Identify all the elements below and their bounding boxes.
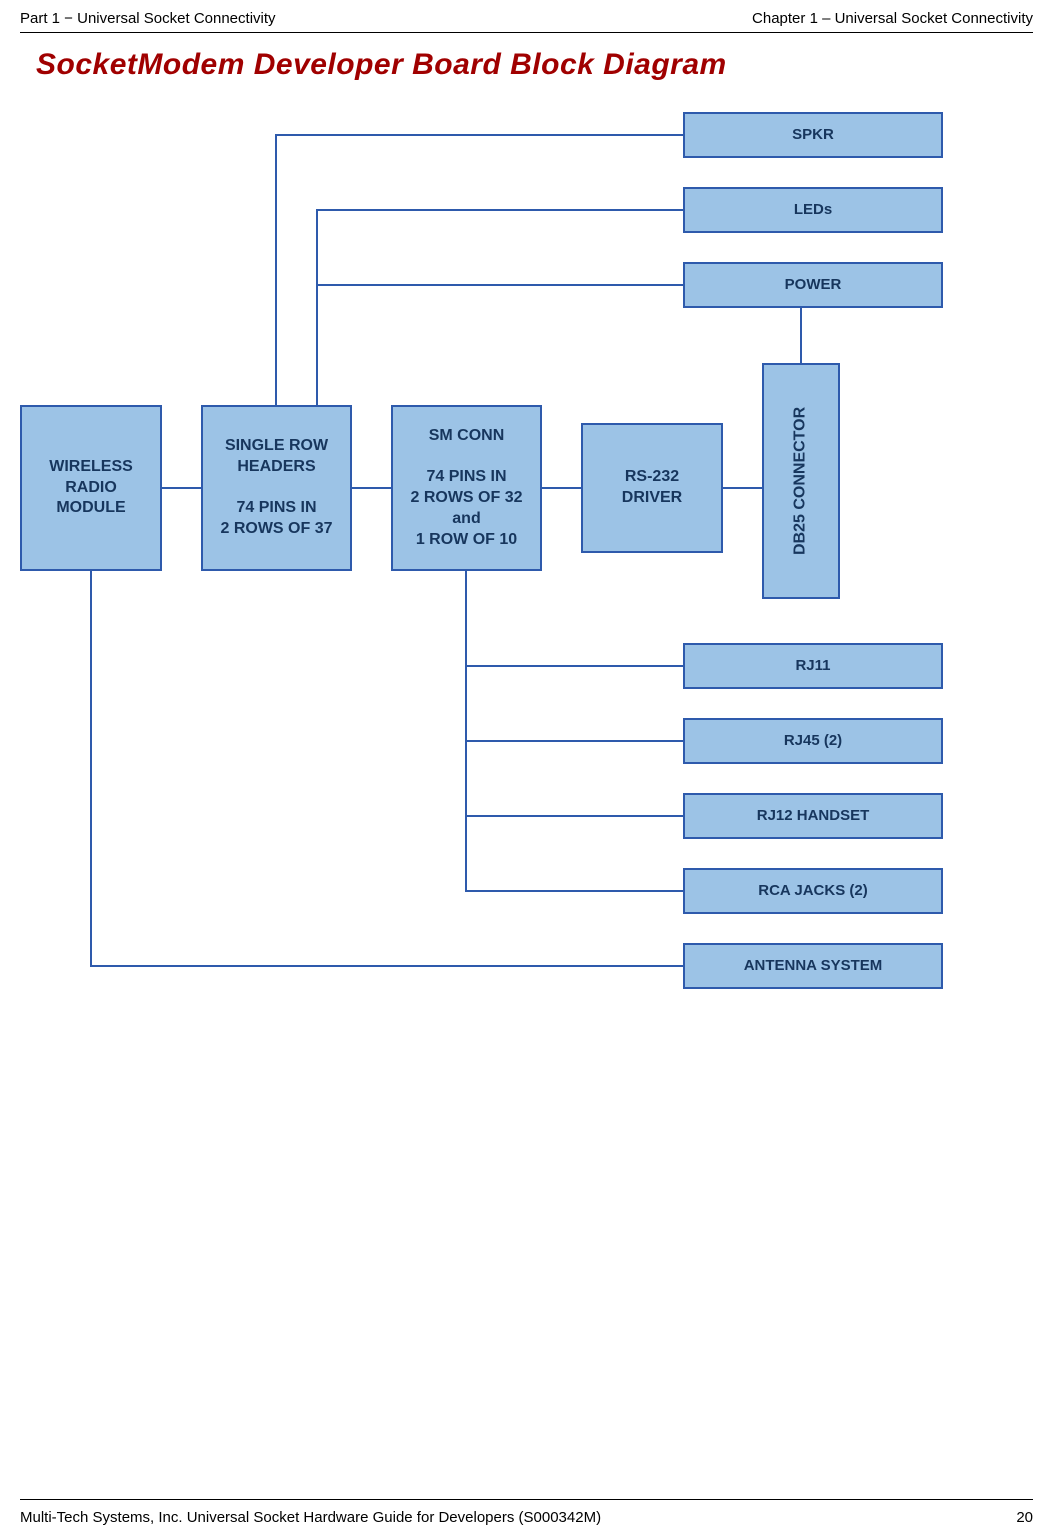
page-title: SocketModem Developer Board Block Diagra…	[36, 48, 727, 82]
block-db25: DB25 CONNECTOR	[762, 363, 840, 599]
block-spkr: SPKR	[683, 112, 943, 158]
block-leds: LEDs	[683, 187, 943, 233]
header-left: Part 1 − Universal Socket Connectivity	[20, 10, 276, 27]
header-right: Chapter 1 – Universal Socket Connectivit…	[752, 10, 1033, 27]
block-antenna: ANTENNA SYSTEM	[683, 943, 943, 989]
footer-rule	[20, 1499, 1033, 1500]
footer-right: 20	[1016, 1509, 1033, 1526]
footer-left: Multi-Tech Systems, Inc. Universal Socke…	[20, 1509, 601, 1526]
header-rule	[20, 32, 1033, 33]
block-rj12: RJ12 HANDSET	[683, 793, 943, 839]
block-headers: SINGLE ROW HEADERS 74 PINS IN 2 ROWS OF …	[201, 405, 352, 571]
block-rj45: RJ45 (2)	[683, 718, 943, 764]
block-smconn: SM CONN 74 PINS IN 2 ROWS OF 32 and 1 RO…	[391, 405, 542, 571]
block-rs232: RS-232 DRIVER	[581, 423, 723, 553]
block-power: POWER	[683, 262, 943, 308]
block-rj11: RJ11	[683, 643, 943, 689]
block-rca: RCA JACKS (2)	[683, 868, 943, 914]
block-diagram: WIRELESS RADIO MODULE SINGLE ROW HEADERS …	[20, 110, 1020, 1120]
block-wireless: WIRELESS RADIO MODULE	[20, 405, 162, 571]
